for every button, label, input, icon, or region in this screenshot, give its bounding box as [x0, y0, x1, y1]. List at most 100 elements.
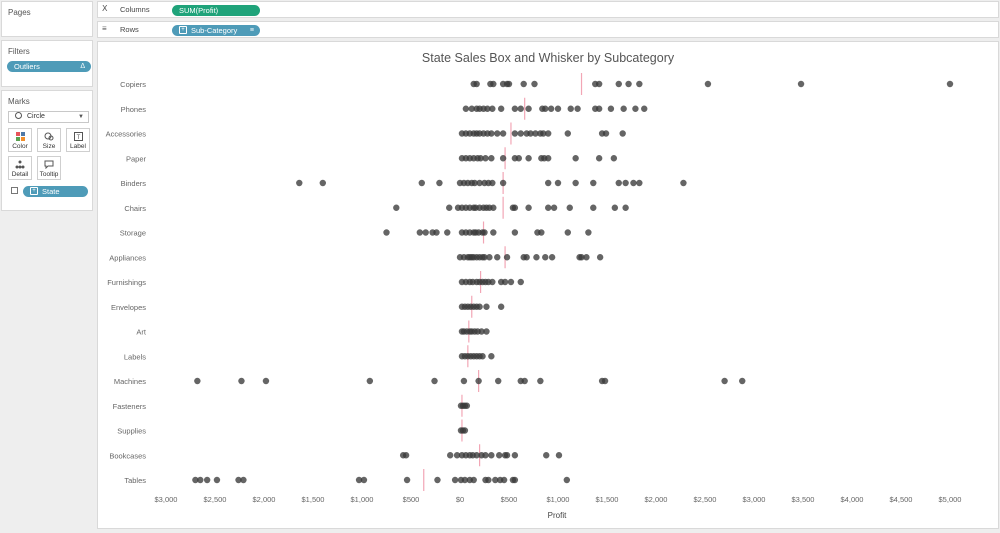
data-point[interactable] [525, 155, 532, 162]
data-point[interactable] [632, 105, 639, 112]
data-point[interactable] [542, 105, 549, 112]
data-point[interactable] [531, 80, 538, 88]
data-point[interactable] [495, 377, 502, 385]
data-point[interactable] [532, 130, 539, 137]
data-point[interactable] [490, 229, 497, 236]
data-point[interactable] [537, 377, 544, 385]
data-point[interactable] [590, 179, 597, 187]
data-point[interactable] [446, 204, 453, 211]
data-point[interactable] [572, 155, 579, 162]
data-point[interactable] [497, 105, 505, 112]
data-point[interactable] [418, 179, 425, 187]
data-point[interactable] [360, 476, 368, 484]
data-point[interactable] [543, 452, 550, 459]
data-point[interactable] [494, 130, 501, 137]
columns-pill[interactable]: SUM(Profit) [172, 5, 260, 16]
data-point[interactable] [596, 254, 604, 261]
data-point[interactable] [630, 179, 637, 187]
data-point[interactable] [402, 452, 410, 459]
data-point[interactable] [476, 303, 483, 310]
data-point[interactable] [533, 254, 540, 261]
data-point[interactable] [492, 476, 499, 484]
data-point[interactable] [501, 278, 509, 286]
detail-pill-state[interactable]: + State [23, 186, 88, 197]
data-point[interactable] [431, 377, 438, 385]
data-point[interactable] [444, 229, 451, 236]
pages-card[interactable]: Pages [1, 1, 93, 37]
data-point[interactable] [470, 476, 477, 484]
data-point[interactable] [555, 452, 563, 459]
data-point[interactable] [511, 476, 519, 484]
data-point[interactable] [473, 452, 480, 459]
data-point[interactable] [482, 452, 489, 459]
data-point[interactable] [238, 377, 245, 385]
data-point[interactable] [473, 80, 480, 88]
data-point[interactable] [481, 254, 488, 261]
data-point[interactable] [946, 80, 954, 88]
data-point[interactable] [511, 130, 519, 137]
data-point[interactable] [197, 476, 204, 484]
data-point[interactable] [602, 130, 610, 137]
data-point[interactable] [525, 105, 532, 112]
data-point[interactable] [540, 130, 547, 137]
data-point[interactable] [611, 204, 619, 211]
data-point[interactable] [538, 229, 545, 236]
data-point[interactable] [393, 204, 400, 211]
data-point[interactable] [517, 130, 524, 137]
data-point[interactable] [235, 476, 242, 484]
data-point[interactable] [527, 130, 534, 137]
data-point[interactable] [548, 254, 556, 261]
marks-detail-button[interactable]: Detail [8, 156, 32, 180]
data-point[interactable] [203, 476, 211, 484]
data-point[interactable] [483, 328, 490, 335]
data-point[interactable] [496, 452, 503, 459]
data-point[interactable] [515, 155, 522, 162]
data-point[interactable] [484, 105, 491, 112]
data-point[interactable] [240, 476, 247, 484]
data-point[interactable] [636, 80, 643, 88]
columns-shelf[interactable]: Ⅹ Columns SUM(Profit) [97, 1, 999, 18]
data-point[interactable] [721, 377, 728, 385]
data-point[interactable] [462, 105, 470, 112]
data-point[interactable] [453, 452, 461, 459]
data-point[interactable] [319, 179, 326, 187]
data-point[interactable] [488, 130, 495, 137]
data-point[interactable] [545, 204, 552, 211]
data-point[interactable] [545, 130, 552, 137]
data-point[interactable] [422, 229, 429, 236]
data-point[interactable] [595, 80, 603, 88]
data-point[interactable] [436, 179, 443, 187]
data-point[interactable] [488, 353, 495, 360]
data-point[interactable] [622, 204, 629, 211]
data-point[interactable] [564, 130, 571, 137]
data-point[interactable] [489, 105, 496, 112]
data-point[interactable] [636, 179, 643, 187]
data-point[interactable] [511, 452, 519, 459]
data-point[interactable] [490, 80, 497, 88]
data-point[interactable] [482, 155, 489, 162]
data-point[interactable] [503, 254, 511, 261]
marks-size-button[interactable]: Size [37, 128, 61, 152]
data-point[interactable] [615, 80, 622, 88]
data-point[interactable] [476, 179, 483, 187]
data-point[interactable] [567, 105, 574, 112]
data-point[interactable] [615, 179, 622, 187]
data-point[interactable] [545, 179, 552, 187]
data-point[interactable] [488, 155, 495, 162]
data-point[interactable] [595, 155, 603, 162]
marks-label-button[interactable]: T Label [66, 128, 90, 152]
data-point[interactable] [477, 155, 484, 162]
data-point[interactable] [460, 377, 468, 385]
data-point[interactable] [583, 254, 590, 261]
marks-tooltip-button[interactable]: Tooltip [37, 156, 61, 180]
data-point[interactable] [547, 105, 555, 112]
data-point[interactable] [468, 105, 475, 112]
data-point[interactable] [499, 155, 507, 162]
filter-pill-outliers[interactable]: Outliers Δ [7, 61, 91, 72]
marks-color-button[interactable]: Color [8, 128, 32, 152]
rows-pill[interactable]: + Sub-Category ≡ [172, 25, 260, 36]
data-point[interactable] [554, 105, 562, 112]
data-point[interactable] [554, 179, 562, 187]
data-point[interactable] [262, 377, 270, 385]
data-point[interactable] [578, 254, 585, 261]
